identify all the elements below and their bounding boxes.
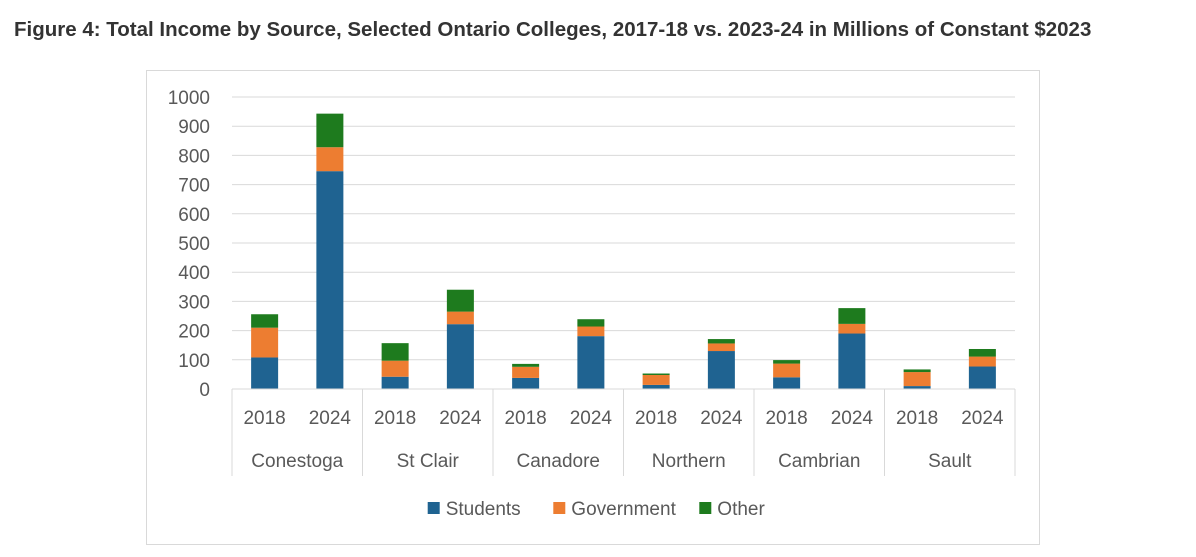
gridlines [232,96,1015,361]
bar-students [512,377,540,389]
legend: Students Government Other [427,499,765,520]
bar-government [316,147,344,172]
bar-other [773,360,801,364]
x-group-label: St Clair [397,451,460,472]
x-tick-label: 2024 [961,408,1004,429]
bar-government [512,366,540,378]
chart-frame: 0 100 200 300 400 500 600 700 800 900 1000 2018 202… [146,70,1040,545]
bar-other [446,289,474,312]
legend-swatch-government [553,502,566,514]
y-axis-ticks: 0 100 200 300 400 500 600 700 800 900 1000 [168,88,210,401]
x-group-label: Sault [928,451,972,472]
x-tick-label: 2024 [439,408,482,429]
y-tick-label: 100 [178,351,210,372]
bar-other [707,339,735,344]
bar-other [968,348,996,357]
y-tick-label: 0 [199,380,210,401]
x-tick-label: 2018 [504,408,546,429]
legend-swatch-students [427,502,440,514]
bar-students [251,357,279,389]
y-tick-label: 500 [178,234,210,255]
x-tick-label: 2024 [309,408,352,429]
bar-students [968,366,996,389]
x-tick-label: 2018 [635,408,677,429]
bar-other [381,343,409,361]
bar-government [707,343,735,352]
bar-students [316,171,344,389]
bar-students [903,386,931,389]
chart-title: Figure 4: Total Income by Source, Select… [14,18,1092,41]
y-tick-label: 900 [178,117,210,138]
y-tick-label: 400 [178,263,210,284]
legend-swatch-other [699,502,712,514]
bar-students [381,376,409,389]
x-tick-label: 2018 [896,408,938,429]
bar-other [251,314,279,328]
bar-students [577,336,605,389]
bars [251,113,996,389]
y-tick-label: 800 [178,146,210,167]
bar-students [773,377,801,389]
bar-government [577,326,605,337]
bar-other [577,319,605,327]
bar-students [446,324,474,389]
x-tick-label: 2018 [765,408,807,429]
legend-label-government: Government [571,499,676,520]
legend-label-other: Other [717,499,765,520]
bar-other [316,113,344,148]
bar-other [903,369,931,373]
legend-label-students: Students [446,499,521,520]
bar-government [381,360,409,377]
x-tick-label: 2018 [243,408,285,429]
x-tick-label: 2024 [831,408,874,429]
bar-other [512,363,540,367]
x-group-label: Northern [652,451,726,472]
x-tick-label: 2024 [700,408,743,429]
bar-government [838,323,866,334]
bar-government [968,356,996,367]
bar-government [251,327,279,358]
bar-students [838,333,866,389]
bar-students [642,384,670,389]
bar-government [903,372,931,387]
y-tick-label: 600 [178,205,210,226]
y-tick-label: 200 [178,322,210,343]
y-tick-label: 1000 [168,88,210,109]
y-tick-label: 300 [178,292,210,313]
x-tick-label: 2024 [570,408,613,429]
y-tick-label: 700 [178,176,210,197]
x-group-label: Conestoga [251,451,343,472]
x-group-label: Canadore [517,451,600,472]
stacked-bar-chart: 0 100 200 300 400 500 600 700 800 900 1000 2018 202… [168,88,1016,520]
bar-other [642,373,670,375]
bar-students [707,351,735,389]
bar-government [773,363,801,378]
bar-other [838,308,866,324]
x-axis: 2018 2024 2018 2024 2018 2024 2018 2024 2018 2024… [231,388,1016,476]
bar-government [446,311,474,325]
x-tick-label: 2018 [374,408,416,429]
x-group-label: Cambrian [778,451,860,472]
bar-government [642,374,670,385]
